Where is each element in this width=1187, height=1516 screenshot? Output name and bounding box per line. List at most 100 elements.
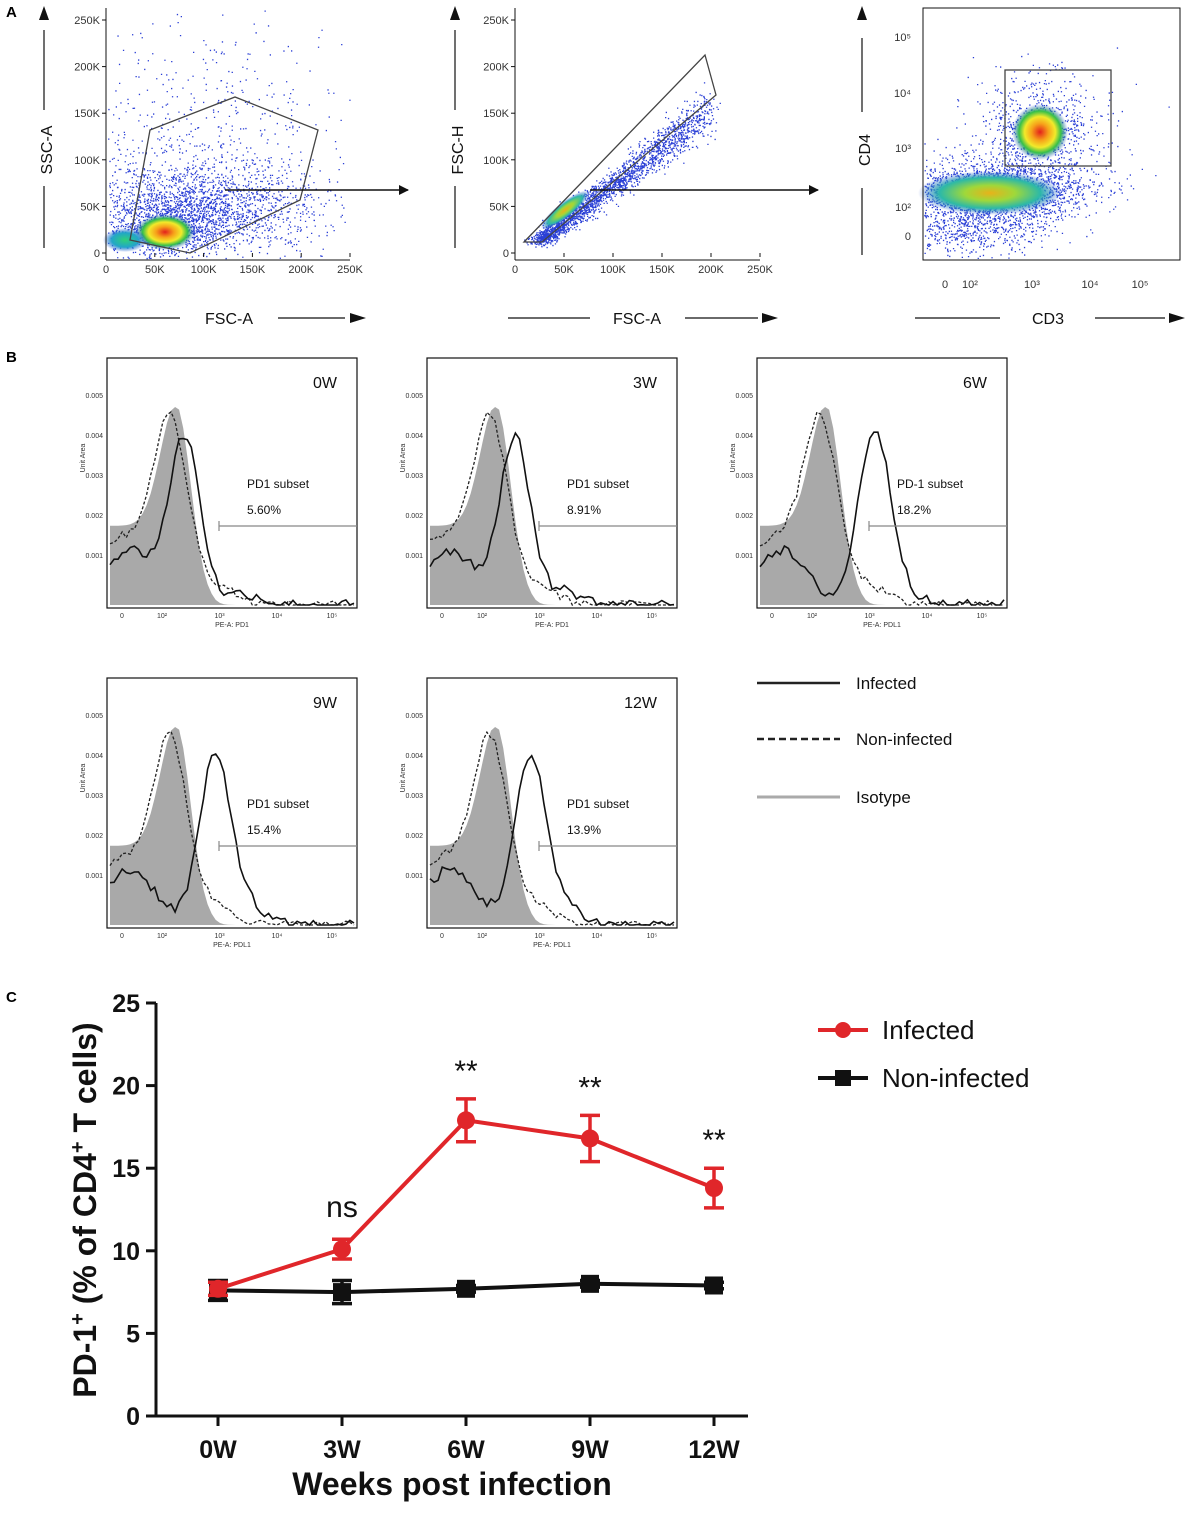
histogram-6W: 6W PD-1 subset 18.2% 0.005 0.004 0.003 0.002 0.… [730, 357, 1008, 629]
isotype-curve [110, 407, 354, 605]
x-tick-label: 0 [770, 613, 774, 620]
x-tick-label: 50K [554, 264, 574, 276]
x-tick-label: 10² [807, 613, 818, 620]
c-data-point [581, 1129, 599, 1148]
y-tick-label: 0.002 [405, 833, 423, 840]
x-tick-label: 200K [288, 264, 314, 276]
c-ylabel-part-c: T cells) [67, 1022, 103, 1141]
c-ylabel-part-a: PD-1 [67, 1325, 103, 1398]
event-dots [956, 47, 1170, 211]
x-axis-label: PE-A: PD1 [215, 622, 249, 629]
x-tick-label: 10⁴ [272, 613, 283, 620]
legend-label-isotype: Isotype [856, 788, 911, 807]
y-tick-label: 10⁵ [894, 32, 911, 44]
c-legend: Infected Non-infected [818, 1015, 1029, 1093]
y-tick-label: 50K [489, 201, 509, 213]
histogram-week-label: 6W [963, 375, 988, 392]
x-tick-label: 150K [649, 264, 675, 276]
c-legend-label-infected: Infected [882, 1015, 975, 1045]
x-axis-label: PE-A: PD1 [535, 622, 569, 629]
y-tick-label: 0.005 [85, 393, 103, 400]
ylabel-arrow-icon [39, 6, 49, 20]
y-tick-label: 0.002 [85, 833, 103, 840]
gate-percent: 5.60% [247, 503, 281, 517]
y-tick-label: 100K [74, 155, 100, 167]
x-tick-label: 100K [600, 264, 626, 276]
y-tick-label: 0.001 [85, 873, 103, 880]
xlabel-arrow-icon [350, 313, 366, 323]
y-axis-label: Unit Area [400, 443, 407, 472]
x-tick-label: 10³ [1024, 279, 1040, 291]
xlabel-1: FSC-A [205, 311, 253, 328]
c-data-point [457, 1111, 475, 1130]
x-tick-label: 10⁵ [327, 613, 338, 620]
y-tick-label: 0.003 [405, 793, 423, 800]
y-tick-label: 0.005 [405, 393, 423, 400]
density-cluster [918, 171, 1062, 215]
x-tick-label: 0 [120, 933, 124, 940]
density-hotspot [540, 190, 590, 230]
gate-label: PD1 subset [247, 477, 310, 491]
x-tick-label: 10⁴ [592, 613, 603, 620]
y-tick-label: 0.002 [735, 513, 753, 520]
x-tick-label: 10³ [864, 613, 875, 620]
event-dots [924, 183, 1058, 259]
histogram-grid: 0W PD1 subset 5.60% 0.005 0.004 0.003 0.002 0.0… [80, 357, 1008, 949]
x-tick-label: 0 [103, 264, 109, 276]
c-ylabel-sup-b: + [67, 1141, 89, 1153]
y-tick-label: 150K [483, 108, 509, 120]
y-tick-label: 0.002 [405, 513, 423, 520]
y-tick-label: 0.003 [85, 793, 103, 800]
histogram-3W: 3W PD1 subset 8.91% 0.005 0.004 0.003 0.002 0.0… [400, 357, 678, 629]
x-tick-label: 0 [440, 613, 444, 620]
x-axis-label: PE-A: PDL1 [533, 942, 571, 949]
x-tick-label: 10⁴ [1082, 279, 1099, 291]
event-dots [524, 82, 721, 249]
gate-rectangle [1004, 69, 1112, 167]
x-tick-label: 150K [240, 264, 266, 276]
infected-curve [429, 754, 675, 926]
scatter-plot-3: 0 10² 10³ 10⁴ 10⁵ 0 10² 10³ 10⁴ 10⁵ CD4 CD3 [857, 6, 1185, 328]
x-tick-label: 10⁵ [1132, 279, 1149, 291]
legend-label-non-infected: Non-infected [856, 730, 952, 749]
c-ylabel-sup-a: + [67, 1313, 89, 1325]
panel-letter-a: A [6, 4, 17, 21]
density-hotspot [135, 214, 195, 250]
y-tick-label: 0.005 [405, 713, 423, 720]
c-data-point [209, 1279, 227, 1298]
event-dots [108, 168, 282, 259]
x-tick-label: 10⁵ [647, 933, 658, 940]
x-tick-label: 250K [747, 264, 773, 276]
y-tick-label: 0.001 [405, 553, 423, 560]
c-data-point [333, 1240, 351, 1259]
c-x-tick-label: 0W [199, 1436, 237, 1464]
x-tick-label: 10² [157, 613, 168, 620]
y-tick-label: 150K [74, 108, 100, 120]
c-x-tick-label: 12W [688, 1436, 740, 1464]
c-data-point [705, 1179, 723, 1198]
y-tick-label: 0.001 [735, 553, 753, 560]
y-tick-label: 200K [483, 62, 509, 74]
c-y-tick-label: 15 [112, 1155, 140, 1183]
x-tick-label: 10³ [534, 933, 545, 940]
y-axis-label: Unit Area [80, 443, 87, 472]
x-tick-label: 100K [191, 264, 217, 276]
c-legend-marker-infected [835, 1022, 851, 1038]
histogram-week-label: 12W [624, 695, 658, 712]
c-significance-label: ns [326, 1191, 358, 1224]
y-tick-label: 0.005 [735, 393, 753, 400]
panel-letter-b: B [6, 349, 17, 366]
gate-polygon [129, 96, 319, 254]
y-tick-label: 0.002 [85, 513, 103, 520]
x-tick-label: 10² [477, 613, 488, 620]
gate-label: PD1 subset [567, 477, 630, 491]
infected-curve [759, 431, 1005, 606]
ylabel-2: FSC-H [450, 126, 467, 175]
y-tick-label: 0.004 [405, 433, 423, 440]
y-tick-label: 0 [94, 248, 100, 260]
histogram-0W: 0W PD1 subset 5.60% 0.005 0.004 0.003 0.002 0.0… [80, 357, 358, 629]
c-series-line [217, 1118, 715, 1291]
y-tick-label: 0.003 [85, 473, 103, 480]
xlabel-arrow-icon [1169, 313, 1185, 323]
c-y-tick-label: 10 [112, 1238, 140, 1266]
